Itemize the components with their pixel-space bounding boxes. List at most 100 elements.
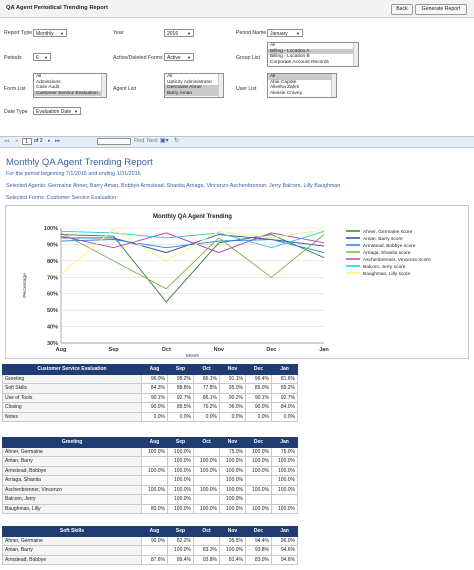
series-line-2 [60, 239, 325, 254]
table-cell: 100.0% [193, 465, 220, 476]
table-cell: 95.2% [167, 373, 194, 384]
table-cell: 100.0% [219, 456, 246, 467]
table-header-row: Customer Service Evaluation Aug Sep Oct Nov D… [2, 364, 298, 375]
row-label: Balcom, Jerry [2, 494, 142, 505]
table-cell: 100.0% [245, 503, 272, 514]
chevron-down-icon: ▼ [44, 55, 48, 60]
table-cell: 81.6% [271, 373, 298, 384]
table-row: Armstead, Bobbye 87.6% 89.4% 93.8% 81.4% 83.0… [2, 554, 298, 565]
report-type-select[interactable]: Monthly ▼ [33, 29, 67, 37]
list-item[interactable]: Billing - Location B [270, 54, 310, 60]
group-list[interactable]: All Billing - Location A Billing - Locat… [267, 42, 359, 67]
list-item[interactable]: All [36, 74, 42, 79]
report-toolbar: ◂◂ ◂ 1 of 2 ▸ ▸▸ Find | Next ▣▾ ↻ [0, 136, 474, 148]
chevron-down-icon: ▼ [74, 109, 78, 114]
column-header: Aug [141, 364, 168, 375]
column-header: Sep [167, 437, 194, 448]
period-name-label: Period Name [236, 30, 267, 36]
row-label: Arriaga, Shanita [2, 475, 142, 486]
table-cell: 96.4% [245, 373, 272, 384]
column-header: Jan [271, 437, 298, 448]
trend-chart-svg: Monthly QA Agent Trending 100% 90% 80% 70% 60… [22, 214, 431, 359]
table-cell: 100.0% [193, 456, 220, 467]
column-header: Nov [219, 437, 246, 448]
trend-chart: Monthly QA Agent Trending 100% 90% 80% 70% 60… [5, 205, 469, 359]
chevron-down-icon: ▼ [187, 31, 191, 36]
table-title: Greeting [2, 437, 142, 448]
y-tick-label: 80% [47, 259, 58, 265]
next-page-icon[interactable]: ▸ [48, 138, 51, 144]
table-row: Ahner, Germaine 90.0% 82.2% 95.5% 94.4% 96.0% [2, 535, 298, 546]
x-tick-label: Aug [56, 347, 67, 353]
list-scrollbar[interactable] [101, 74, 106, 97]
list-item[interactable]: Barry Aman [165, 90, 223, 97]
table-row: Arriaga, Shanita 100.0% 100.0% 100.0% [2, 475, 298, 486]
table-cell: 100.0% [271, 475, 298, 486]
table-cell: 87.6% [141, 554, 168, 565]
list-item[interactable]: All [268, 74, 336, 80]
table-cell: 100.0% [245, 456, 272, 467]
table-cell: 100.0% [193, 503, 220, 514]
table-cell: 84.3% [141, 383, 168, 394]
list-item[interactable]: All [270, 43, 276, 48]
user-list[interactable]: All Abie Capote Allesha Zahm Alessie Cra… [267, 73, 337, 98]
table-cell: 100.0% [271, 484, 298, 495]
form-list-label: Form List [4, 86, 26, 92]
date-type-select[interactable]: Evaluation Date ▼ [33, 107, 81, 115]
table-cell: 100.0% [167, 503, 194, 514]
list-item[interactable]: Upticity Administrator [167, 79, 213, 85]
page-count: of 2 [34, 138, 43, 144]
refresh-icon[interactable]: ↻ [174, 138, 180, 144]
table-cell: 91.1% [219, 373, 246, 384]
list-item[interactable]: Billing - Location A [268, 48, 358, 55]
list-item[interactable]: Corporate Account Records [270, 59, 329, 65]
period-name-select[interactable]: January ▼ [267, 29, 303, 37]
find-input[interactable] [97, 138, 131, 145]
list-item[interactable]: Customer Service Evaluation [34, 90, 106, 97]
list-item[interactable]: All [167, 74, 173, 79]
list-item[interactable]: Case Audit [36, 85, 60, 91]
table-cell: 95.0% [219, 383, 246, 394]
periods-select[interactable]: 6 ▼ [33, 53, 51, 61]
list-scrollbar[interactable] [331, 74, 336, 97]
list-item[interactable]: Abie Capote [270, 79, 297, 85]
table-cell: 90.1% [141, 392, 168, 403]
legend-label: Ahner, Germaine score [363, 229, 413, 235]
agent-list[interactable]: All Upticity Administrator Germaine Ahne… [164, 73, 224, 98]
table-cell: 85.0% [245, 383, 272, 394]
window-title: QA Agent Periodical Trending Report [6, 5, 108, 11]
periods-value: 6 [36, 55, 39, 61]
x-tick-label: Sep [109, 347, 120, 353]
last-page-icon[interactable]: ▸▸ [55, 138, 61, 144]
export-icon[interactable]: ▣▾ [160, 138, 169, 144]
form-list[interactable]: All Admissions Case Audit Customer Servi… [33, 73, 107, 98]
table-cell: 82.2% [167, 535, 194, 546]
table-cell: 100.0% [167, 484, 194, 495]
page-number-input[interactable]: 1 [22, 138, 32, 145]
table-cell: 80.0% [141, 503, 168, 514]
table-row: Notes 0.0% 0.0% 0.0% 0.0% 0.0% 0.0% [2, 411, 298, 422]
list-item[interactable]: Admissions [36, 79, 61, 85]
column-header: Sep [167, 526, 194, 537]
row-label: Aman, Barry [2, 545, 142, 556]
table-cell: 100.0% [167, 465, 194, 476]
row-label: Closing [2, 402, 142, 413]
list-scrollbar[interactable] [218, 74, 223, 97]
row-label: Soft Skills [2, 383, 142, 394]
back-button[interactable]: Back [391, 4, 413, 15]
x-tick-label: Jan [319, 347, 329, 353]
prev-page-icon[interactable]: ◂ [15, 138, 18, 144]
list-item[interactable]: Alessie Cravey [270, 90, 302, 96]
list-item[interactable]: Allesha Zahm [270, 85, 300, 91]
generate-report-button[interactable]: Generate Report [415, 4, 467, 15]
active-deleted-select[interactable]: Active ▼ [164, 53, 194, 61]
table-cell: 100.0% [167, 545, 194, 556]
next-link[interactable]: Next [147, 138, 158, 144]
chevron-down-icon: ▼ [296, 31, 300, 36]
list-scrollbar[interactable] [353, 43, 358, 66]
find-link[interactable]: Find [134, 138, 145, 144]
list-item[interactable]: Germaine Ahner [165, 85, 223, 91]
year-select[interactable]: 2016 ▼ [164, 29, 194, 37]
first-page-icon[interactable]: ◂◂ [4, 138, 10, 144]
table-title: Customer Service Evaluation [2, 364, 142, 375]
